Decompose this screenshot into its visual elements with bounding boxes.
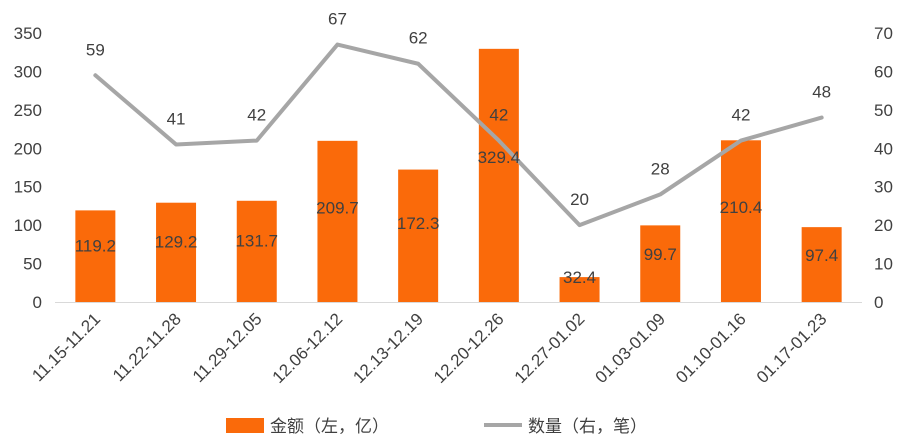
- left-tick-label: 250: [14, 101, 42, 120]
- bar-data-label: 129.2: [155, 232, 198, 251]
- right-tick-label: 10: [874, 255, 893, 274]
- line-data-label: 42: [247, 106, 266, 125]
- left-tick-label: 0: [33, 293, 42, 312]
- line-path: [93, 42, 824, 228]
- x-tick-label: 11.15-11.21: [28, 309, 104, 385]
- line-data-label: 42: [489, 106, 508, 125]
- bar-data-labels: 119.2 129.2 131.7 209.7 172.3 329.4 32.4 99.7 21…: [75, 148, 838, 287]
- bar: [156, 202, 197, 302]
- x-tick-label: 11.22-11.28: [109, 309, 185, 385]
- left-tick-label: 350: [14, 24, 42, 43]
- bar-data-label: 97.4: [805, 246, 838, 265]
- bar-data-label: 99.7: [644, 245, 677, 264]
- legend-label-count: 数量（右，笔）: [528, 417, 647, 436]
- left-tick-label: 200: [14, 139, 42, 158]
- x-tick-label: 01.03-01.09: [591, 309, 669, 387]
- right-tick-label: 20: [874, 216, 893, 235]
- right-axis: 0 10 20 30 40 50 60 70: [874, 24, 893, 312]
- bar-data-label: 209.7: [316, 198, 359, 217]
- line-series: [93, 42, 824, 228]
- x-tick-label: 12.06-12.12: [269, 309, 347, 387]
- line-data-label: 28: [651, 159, 670, 178]
- line-data-label: 67: [328, 10, 347, 29]
- left-tick-label: 100: [14, 216, 42, 235]
- legend-swatch-amount: [226, 418, 264, 433]
- line-data-labels: 59 41 42 67 62 42 20 28 42 48: [86, 10, 831, 210]
- bar: [720, 140, 761, 302]
- line-data-label: 62: [409, 29, 428, 48]
- left-axis: 0 50 100 150 200 250 300 350: [14, 24, 42, 312]
- bar: [640, 225, 681, 302]
- bar: [75, 210, 116, 302]
- line-data-label: 20: [570, 190, 589, 209]
- x-axis: 11.15-11.21 11.22-11.28 11.29-12.05 12.06-1…: [28, 309, 830, 387]
- line-data-label: 41: [167, 109, 186, 128]
- x-tick-label: 01.10-01.16: [672, 309, 750, 387]
- legend-label-amount: 金额（左，亿）: [270, 417, 389, 436]
- left-tick-label: 300: [14, 62, 42, 81]
- bar: [559, 277, 600, 302]
- bar-data-label: 32.4: [563, 268, 596, 287]
- bar-data-label: 172.3: [397, 214, 440, 233]
- left-tick-label: 150: [14, 178, 42, 197]
- bar-data-label: 119.2: [75, 237, 116, 256]
- legend: 金额（左，亿） 数量（右，笔）: [226, 417, 647, 436]
- bar: [317, 140, 358, 302]
- bar-data-label: 210.4: [720, 198, 763, 217]
- right-tick-label: 70: [874, 24, 893, 43]
- x-tick-label: 11.29-12.05: [189, 309, 266, 386]
- left-tick-label: 50: [23, 255, 42, 274]
- x-tick-label: 12.13-12.19: [349, 309, 427, 387]
- line-data-label: 48: [812, 83, 831, 102]
- bar: [398, 169, 439, 302]
- line-data-label: 42: [731, 106, 750, 125]
- x-tick-label: 01.17-01.23: [753, 309, 831, 387]
- bar: [801, 227, 842, 302]
- bar-data-label: 131.7: [235, 231, 278, 250]
- bar: [478, 48, 519, 302]
- right-tick-label: 0: [874, 293, 883, 312]
- bar-series: [75, 48, 842, 302]
- right-tick-label: 60: [874, 62, 893, 81]
- right-tick-label: 40: [874, 139, 893, 158]
- x-tick-label: 12.20-12.26: [430, 309, 508, 387]
- line-data-label: 59: [86, 40, 105, 59]
- x-tick-label: 12.27-01.02: [511, 309, 589, 387]
- right-tick-label: 30: [874, 178, 893, 197]
- right-tick-label: 50: [874, 101, 893, 120]
- bar-data-label: 329.4: [478, 148, 521, 167]
- bar: [236, 200, 277, 302]
